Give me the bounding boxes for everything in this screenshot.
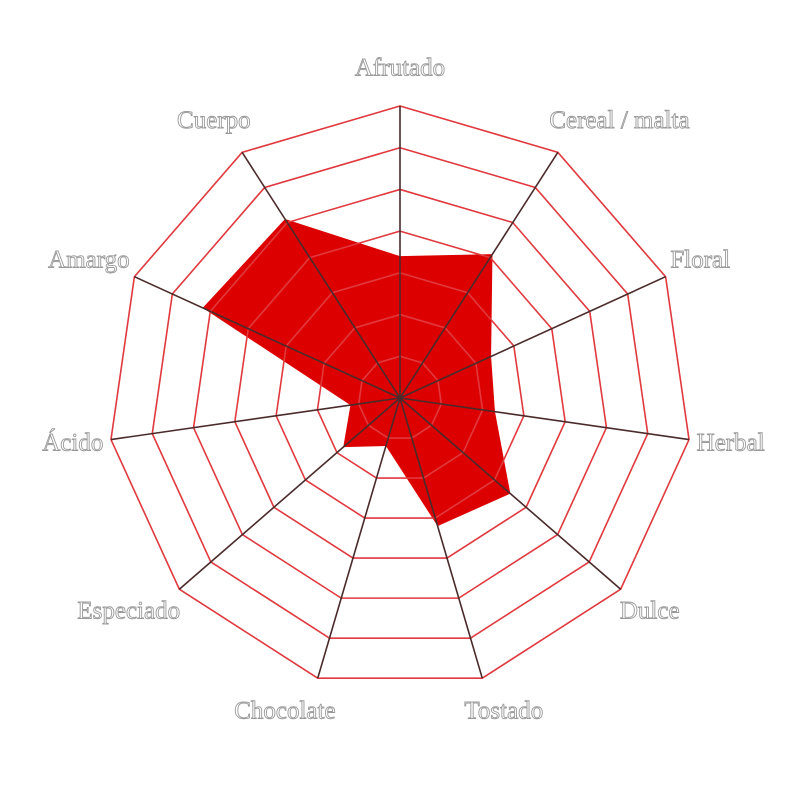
grid-ring	[192, 188, 608, 599]
grid-ring	[275, 272, 525, 519]
axis-label: Ácido	[42, 428, 103, 456]
spoke	[241, 151, 401, 399]
grid-ring	[110, 105, 690, 679]
grid-ring	[234, 230, 566, 559]
axis-label: Herbal	[697, 429, 765, 456]
grid-ring	[151, 146, 649, 639]
spoke	[316, 397, 401, 679]
spoke	[110, 397, 401, 441]
data-area	[202, 219, 511, 527]
grid-ring	[357, 355, 443, 439]
spoke	[399, 397, 484, 679]
axis-label: Amargo	[48, 246, 129, 273]
axis-label: Tostado	[464, 697, 543, 724]
axis-label: Dulce	[620, 598, 680, 625]
spoke	[399, 151, 559, 399]
grid-ring	[316, 313, 484, 479]
spoke	[399, 275, 666, 399]
spoke	[399, 397, 622, 590]
axis-label: Especiado	[77, 598, 180, 625]
spoke	[399, 397, 690, 441]
axis-label: Cuerpo	[177, 107, 251, 134]
axis-label: Chocolate	[234, 697, 335, 724]
axis-label: Cereal / malta	[549, 107, 689, 134]
spoke	[178, 397, 401, 590]
spoke	[134, 275, 401, 399]
axis-label: Afrutado	[355, 55, 445, 82]
axis-label: Floral	[670, 246, 730, 273]
